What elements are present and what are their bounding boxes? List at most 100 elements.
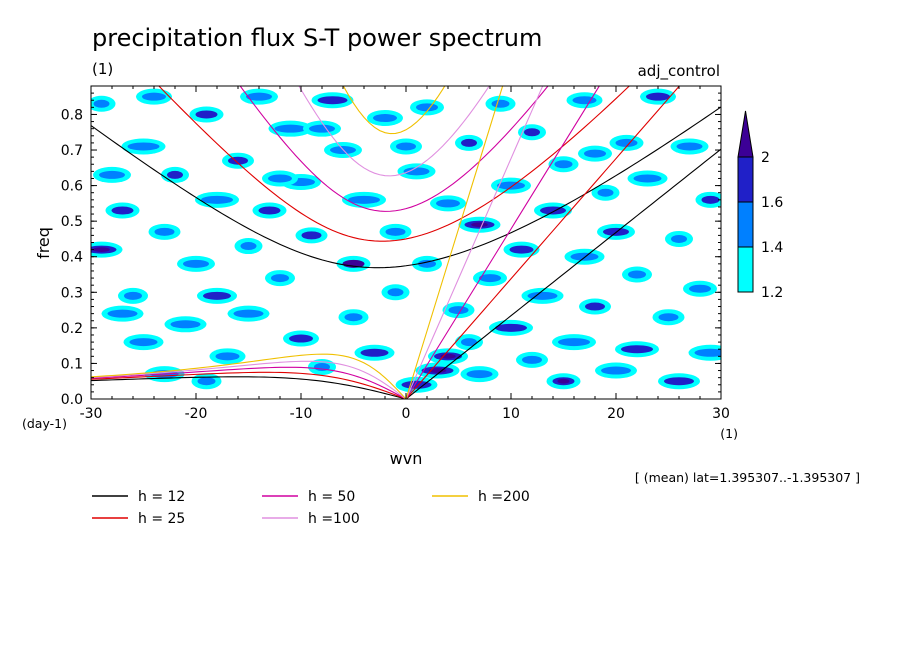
contour-core [628, 270, 646, 279]
kelvin-wave [405, 86, 504, 399]
contour-peak [200, 112, 213, 117]
contour-core [694, 348, 721, 357]
contour-core [396, 142, 416, 151]
contour-core [597, 188, 614, 197]
contour-core [344, 313, 363, 322]
legend-entry-h50: h = 50 [262, 489, 355, 505]
latitude-note: [ (mean) lat=1.395307..-1.395307 ] [635, 470, 860, 485]
contour-core [240, 242, 257, 251]
rossby-wave [91, 371, 407, 399]
legend-entry-h25: h = 25 [92, 511, 185, 527]
x-unit-label: (1) [720, 426, 738, 441]
legend-entry-h200: h =200 [432, 489, 530, 505]
chart-title: precipitation flux S-T power spectrum [92, 24, 542, 52]
contour-core [246, 92, 272, 101]
contour-core [170, 320, 201, 329]
contour-core [689, 284, 711, 293]
legend: h = 12 h = 25 h = 50 h =100 h =200 [92, 489, 530, 527]
contour-core [309, 124, 335, 133]
dispersion-curves [91, 86, 721, 399]
colorbar: 1.2 1.4 1.6 2 [737, 110, 783, 301]
legend-label: h =100 [308, 511, 360, 527]
x-tick-label: 20 [607, 406, 625, 422]
contour-peak [428, 368, 447, 373]
legend-entry-h12: h = 12 [92, 489, 185, 505]
contour-core [274, 124, 307, 133]
colorbar-segment [737, 156, 754, 203]
contour-core [466, 370, 493, 379]
contour-core [479, 274, 501, 283]
contour-core [671, 234, 687, 243]
rossby-wave [91, 366, 407, 399]
contour-core [572, 96, 597, 105]
y-tick-label: 0.0 [61, 392, 83, 408]
contour-core [554, 160, 573, 169]
legend-label: h = 12 [138, 489, 185, 505]
contour-core [497, 181, 525, 190]
x-tick-label: 10 [502, 406, 520, 422]
contour-core [558, 338, 590, 347]
contour-core [584, 149, 606, 158]
contour-peak [464, 140, 474, 146]
legend-entry-h100: h =100 [262, 511, 360, 527]
x-tick-label: -20 [185, 406, 208, 422]
contour-peak [670, 378, 688, 384]
contour-peak [324, 97, 341, 103]
x-axis-label: wvn [390, 449, 423, 468]
y-tick-label: 0.2 [61, 321, 83, 337]
contour-core [676, 142, 703, 151]
y-tick-label: 0.4 [61, 250, 83, 266]
contour-peak [471, 222, 488, 228]
y-tick-label: 0.3 [61, 285, 83, 301]
contour-peak [263, 208, 276, 213]
contour-peak [209, 293, 225, 299]
contour-peak [527, 129, 537, 135]
contour-core [233, 309, 264, 318]
rossby-wave [91, 360, 407, 399]
contour-core [107, 309, 138, 318]
colorbar-segment [737, 246, 754, 293]
contour-peak [306, 232, 317, 238]
contour-peak [93, 247, 110, 253]
dispersion-curve-100 [91, 86, 544, 399]
legend-label: h = 25 [138, 511, 185, 527]
contour-core [658, 313, 679, 322]
kelvin-wave [405, 148, 721, 399]
contour-core [448, 306, 469, 315]
contour-peak [589, 304, 601, 309]
y-tick-label: 0.1 [61, 356, 83, 372]
contour-core [527, 291, 558, 300]
contour-peak [651, 94, 665, 100]
contour-core [601, 366, 631, 375]
contour-peak [705, 197, 716, 203]
dispersion-curve-25 [91, 86, 681, 399]
x-tick-label: -30 [80, 406, 103, 422]
contour-core [491, 99, 510, 108]
contour-core [197, 377, 216, 386]
contour-core [385, 227, 406, 236]
contour-core [418, 259, 436, 268]
contour-core [215, 352, 240, 361]
inertia-gravity-wave [342, 86, 446, 135]
contour-peak [628, 346, 646, 352]
contour-peak [116, 208, 129, 213]
legend-label: h =200 [478, 489, 530, 505]
inertia-gravity-wave [158, 86, 631, 242]
dispersion-curve-12 [91, 106, 721, 399]
colorbar-label: 1.2 [761, 285, 783, 301]
colorbar-label: 1.6 [761, 195, 783, 211]
contour-core [127, 142, 160, 151]
colorbar-segment [737, 201, 754, 248]
y-tick-label: 0.6 [61, 179, 83, 195]
y-unit-label: (day-1) [22, 416, 67, 431]
colorbar-top-arrow [737, 110, 754, 158]
kelvin-wave [405, 86, 544, 399]
y-tick-label: 0.5 [61, 214, 83, 230]
contour-peak [294, 336, 308, 341]
inertia-gravity-wave [298, 86, 490, 177]
kelvin-wave [405, 86, 600, 399]
dispersion-curve-50 [91, 86, 600, 399]
contour-core [387, 288, 404, 297]
rossby-wave [91, 353, 407, 399]
contour-peak [347, 261, 360, 267]
